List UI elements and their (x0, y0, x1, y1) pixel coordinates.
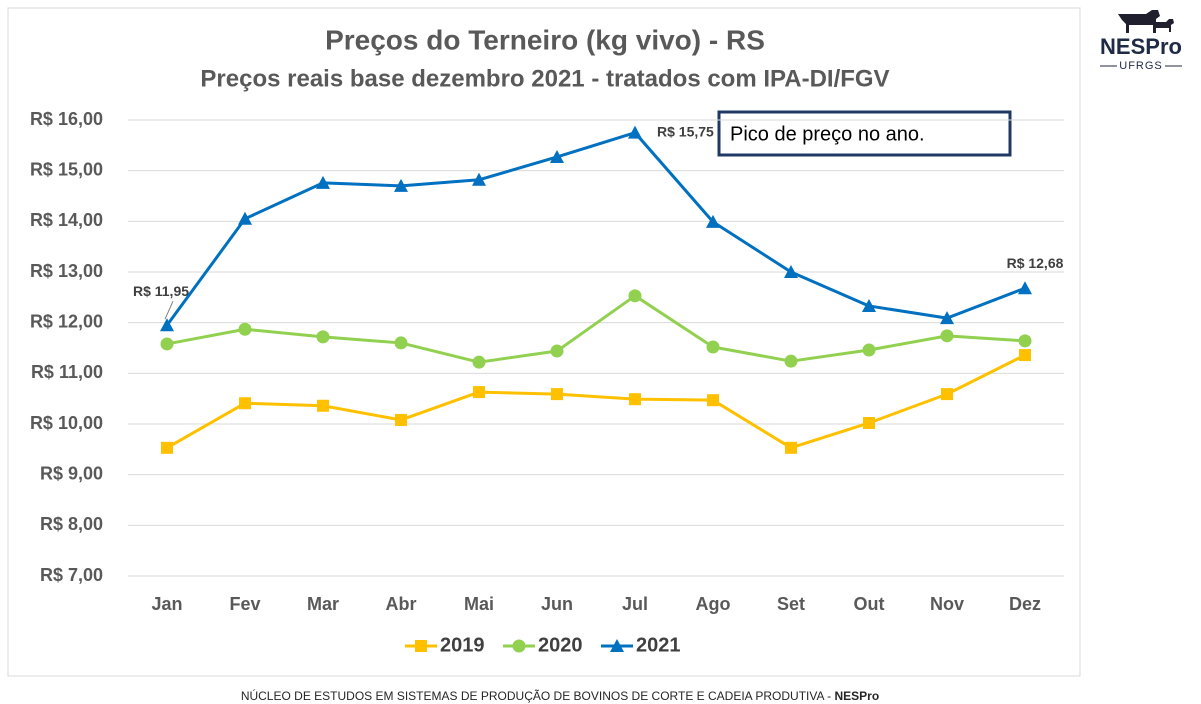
annotation: Pico de preço no ano. (730, 123, 925, 145)
data-point (784, 354, 798, 368)
x-tick-label: Mai (464, 594, 494, 614)
x-tick-label: Set (777, 594, 805, 614)
legend-label: 2019 (440, 634, 485, 656)
logo-sub: UFRGS (1119, 60, 1163, 72)
data-point (550, 344, 564, 358)
data-point (472, 172, 486, 186)
x-tick-label: Nov (930, 594, 964, 614)
y-tick-label: R$ 14,00 (30, 210, 103, 230)
data-point (862, 298, 876, 312)
y-tick-label: R$ 9,00 (40, 463, 103, 483)
data-point (706, 340, 720, 354)
data-point (394, 336, 408, 350)
data-label: R$ 15,75 (657, 123, 714, 139)
data-point (550, 149, 564, 163)
x-tick-label: Jan (151, 594, 182, 614)
label-leader (164, 300, 174, 320)
data-label: R$ 12,68 (1007, 255, 1064, 271)
data-point (628, 125, 642, 139)
data-point (941, 388, 953, 401)
data-point (316, 175, 330, 189)
data-point (706, 214, 720, 228)
logo-calf (1152, 19, 1174, 32)
y-tick-label: R$ 7,00 (40, 565, 103, 585)
y-tick-label: R$ 11,00 (31, 362, 103, 382)
data-point (862, 343, 876, 357)
x-tick-label: Dez (1009, 594, 1041, 614)
y-tick-label: R$ 8,00 (40, 514, 103, 534)
data-point (238, 211, 252, 225)
data-point (394, 178, 408, 192)
data-point (940, 311, 954, 325)
footer-text: NÚCLEO DE ESTUDOS EM SISTEMAS DE PRODUÇÃ… (241, 688, 835, 703)
legend-label: 2021 (636, 634, 681, 656)
data-point (160, 318, 174, 332)
data-point (160, 337, 174, 351)
x-tick-label: Jun (541, 594, 573, 614)
data-point (784, 265, 798, 278)
series-line (166, 353, 1026, 450)
data-point (785, 441, 797, 454)
legend-label: 2020 (538, 634, 583, 656)
x-tick-label: Out (854, 594, 885, 614)
logo: NESPro UFRGS (1100, 10, 1182, 72)
series-line (165, 131, 1026, 327)
data-point (317, 399, 329, 412)
y-tick-label: R$ 12,00 (30, 311, 103, 331)
data-point (472, 355, 486, 369)
data-point (940, 329, 954, 343)
data-point (551, 388, 563, 401)
data-point (707, 394, 719, 407)
legend-marker (610, 639, 624, 652)
footer: NÚCLEO DE ESTUDOS EM SISTEMAS DE PRODUÇÃ… (241, 688, 879, 703)
chart-title: Preços do Terneiro (kg vivo) - RS (325, 24, 765, 55)
data-point (238, 322, 252, 336)
chart-subtitle: Preços reais base dezembro 2021 - tratad… (200, 65, 889, 92)
y-tick-label: R$ 16,00 (30, 109, 103, 129)
x-tick-label: Mar (307, 594, 339, 614)
logo-name: NESPro (1100, 34, 1182, 59)
data-point (628, 289, 642, 303)
data-point (316, 330, 330, 344)
series-line (166, 294, 1026, 364)
data-point (629, 393, 641, 406)
logo-cow (1118, 10, 1160, 33)
data-point (1019, 349, 1031, 362)
legend-marker (512, 639, 526, 653)
data-point (239, 397, 251, 410)
data-point (1018, 281, 1032, 295)
x-tick-label: Fev (229, 594, 260, 614)
x-tick-label: Abr (386, 594, 417, 614)
data-point (1018, 334, 1032, 348)
legend-marker (415, 640, 427, 652)
x-tick-label: Jul (622, 594, 648, 614)
y-tick-label: R$ 13,00 (30, 261, 103, 281)
y-tick-label: R$ 10,00 (30, 413, 103, 433)
data-point (395, 413, 407, 426)
annotation-box (717, 110, 1012, 157)
y-tick-label: R$ 15,00 (30, 159, 103, 179)
data-point (473, 386, 485, 399)
x-tick-label: Ago (696, 594, 731, 614)
data-label: R$ 11,95 (133, 283, 189, 299)
footer-bold: NESPro (834, 689, 879, 703)
data-point (863, 416, 875, 429)
data-point (161, 441, 173, 454)
